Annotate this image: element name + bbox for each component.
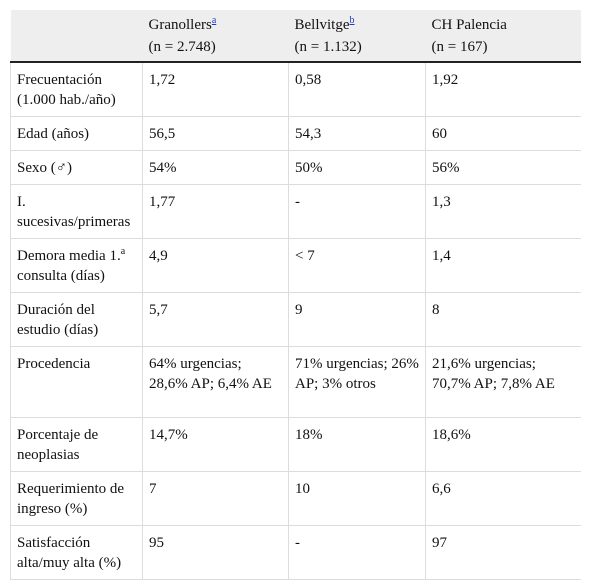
- table-row: Duración del estudio (días) 5,7 9 8: [10, 292, 581, 347]
- table-row: Sexo (♂) 54% 50% 56%: [10, 150, 581, 185]
- row-label: Duración del estudio (días): [10, 292, 143, 347]
- table-row: Porcentaje de neoplasias 14,7% 18% 18,6%: [10, 417, 581, 472]
- table-cell: 50%: [288, 150, 426, 185]
- table-cell: 1,3: [425, 184, 581, 239]
- table-cell: 64% urgencias; 28,6% AP; 6,4% AE: [142, 346, 289, 418]
- table-row: Frecuentación (1.000 hab./año) 1,72 0,58 1,…: [10, 62, 581, 117]
- table-row: Demora media 1.a consulta (días) 4,9 < 7 1,…: [10, 238, 581, 293]
- table-cell: 1,72: [142, 62, 289, 117]
- row-label: Demora media 1.a consulta (días): [10, 238, 143, 293]
- row-label: I. sucesivas/primeras: [10, 184, 143, 239]
- table-cell: 7: [142, 471, 289, 526]
- table-cell: 54,3: [288, 116, 426, 151]
- table-cell: 21,6% urgencias; 70,7% AP; 7,8% AE: [425, 346, 581, 418]
- row-label: Procedencia: [10, 346, 143, 418]
- table-row: I. sucesivas/primeras 1,77-1,3: [10, 184, 581, 239]
- table-cell: 18,6%: [425, 417, 581, 472]
- table-cell: -: [288, 184, 426, 239]
- table-cell: 14,7%: [142, 417, 289, 472]
- table-cell: 10: [288, 471, 426, 526]
- row-label: Porcentaje de neoplasias: [10, 417, 143, 472]
- table-cell: 9: [288, 292, 426, 347]
- row-label: Frecuentación (1.000 hab./año): [10, 62, 143, 117]
- table-cell: 6,6: [425, 471, 581, 526]
- table-cell: 4,9: [142, 238, 289, 293]
- row-label: Sexo (♂): [10, 150, 143, 185]
- table-cell: 1,77: [142, 184, 289, 239]
- table-cell: 56,5: [142, 116, 289, 151]
- table-cell: < 7: [288, 238, 426, 293]
- row-label: Edad (años): [10, 116, 143, 151]
- table-cell: 56%: [425, 150, 581, 185]
- header-cell-empty: [10, 10, 143, 63]
- table-cell: 18%: [288, 417, 426, 472]
- row-label: Requerimiento de ingreso (%): [10, 471, 143, 526]
- table-cell: 1,92: [425, 62, 581, 117]
- table-cell: 71% urgencias; 26% AP; 3% otros: [288, 346, 426, 418]
- header-cell-ch-palencia: CH Palencia (n = 167): [425, 10, 581, 63]
- table-header: Granollersa (n = 2.748) Bellvitgeb (n = …: [10, 10, 581, 63]
- header-row: Granollersa (n = 2.748) Bellvitgeb (n = …: [10, 10, 581, 63]
- table-row: Procedencia 64% urgencias; 28,6% AP; 6,4%…: [10, 346, 581, 418]
- table-body: Frecuentación (1.000 hab./año) 1,72 0,58 1,…: [10, 62, 581, 580]
- table-cell: 60: [425, 116, 581, 151]
- table-row: Requerimiento de ingreso (%) 7 10 6,6: [10, 471, 581, 526]
- table-cell: 5,7: [142, 292, 289, 347]
- header-cell-granollers: Granollersa (n = 2.748): [142, 10, 289, 63]
- table-cell: 0,58: [288, 62, 426, 117]
- footnote-link-a[interactable]: a: [211, 15, 217, 26]
- table-cell: 8: [425, 292, 581, 347]
- comparison-table: Granollersa (n = 2.748) Bellvitgeb (n = …: [10, 10, 581, 580]
- table-row: Edad (años) 56,5 54,3 60: [10, 116, 581, 151]
- header-cell-bellvitge: Bellvitgeb (n = 1.132): [288, 10, 426, 63]
- table-cell: 1,4: [425, 238, 581, 293]
- table-cell: 54%: [142, 150, 289, 185]
- footnote-link-b[interactable]: b: [349, 15, 355, 26]
